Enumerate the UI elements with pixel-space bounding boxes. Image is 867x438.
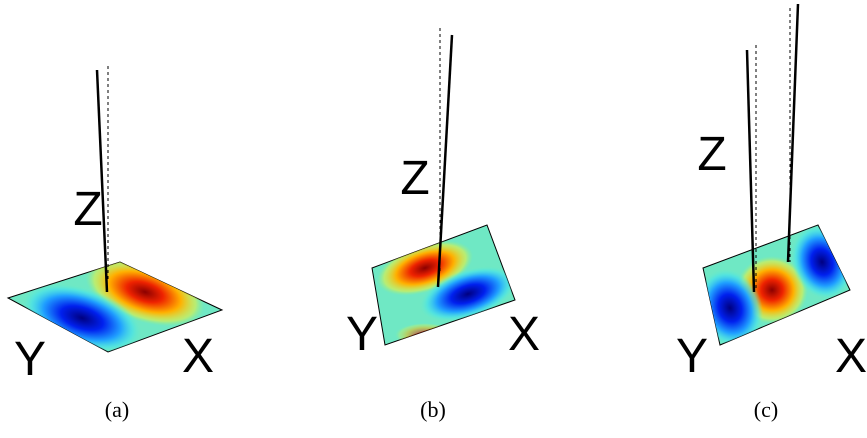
panel-c: Z Y X (c) bbox=[676, 3, 867, 422]
z-label: Z bbox=[697, 128, 726, 181]
z-label: Z bbox=[400, 152, 429, 205]
panel-a: Z Y X (a) bbox=[6, 66, 224, 422]
x-label: X bbox=[508, 308, 540, 361]
caption: (b) bbox=[420, 397, 446, 422]
y-label: Y bbox=[676, 330, 708, 383]
x-label: X bbox=[835, 330, 867, 383]
caption: (c) bbox=[754, 397, 778, 422]
y-label: Y bbox=[14, 333, 46, 386]
x-label: X bbox=[182, 330, 214, 383]
y-label: Y bbox=[346, 308, 378, 361]
panel-b: Z Y X (b) bbox=[346, 28, 540, 422]
z-label: Z bbox=[73, 183, 102, 236]
caption: (a) bbox=[105, 397, 129, 422]
